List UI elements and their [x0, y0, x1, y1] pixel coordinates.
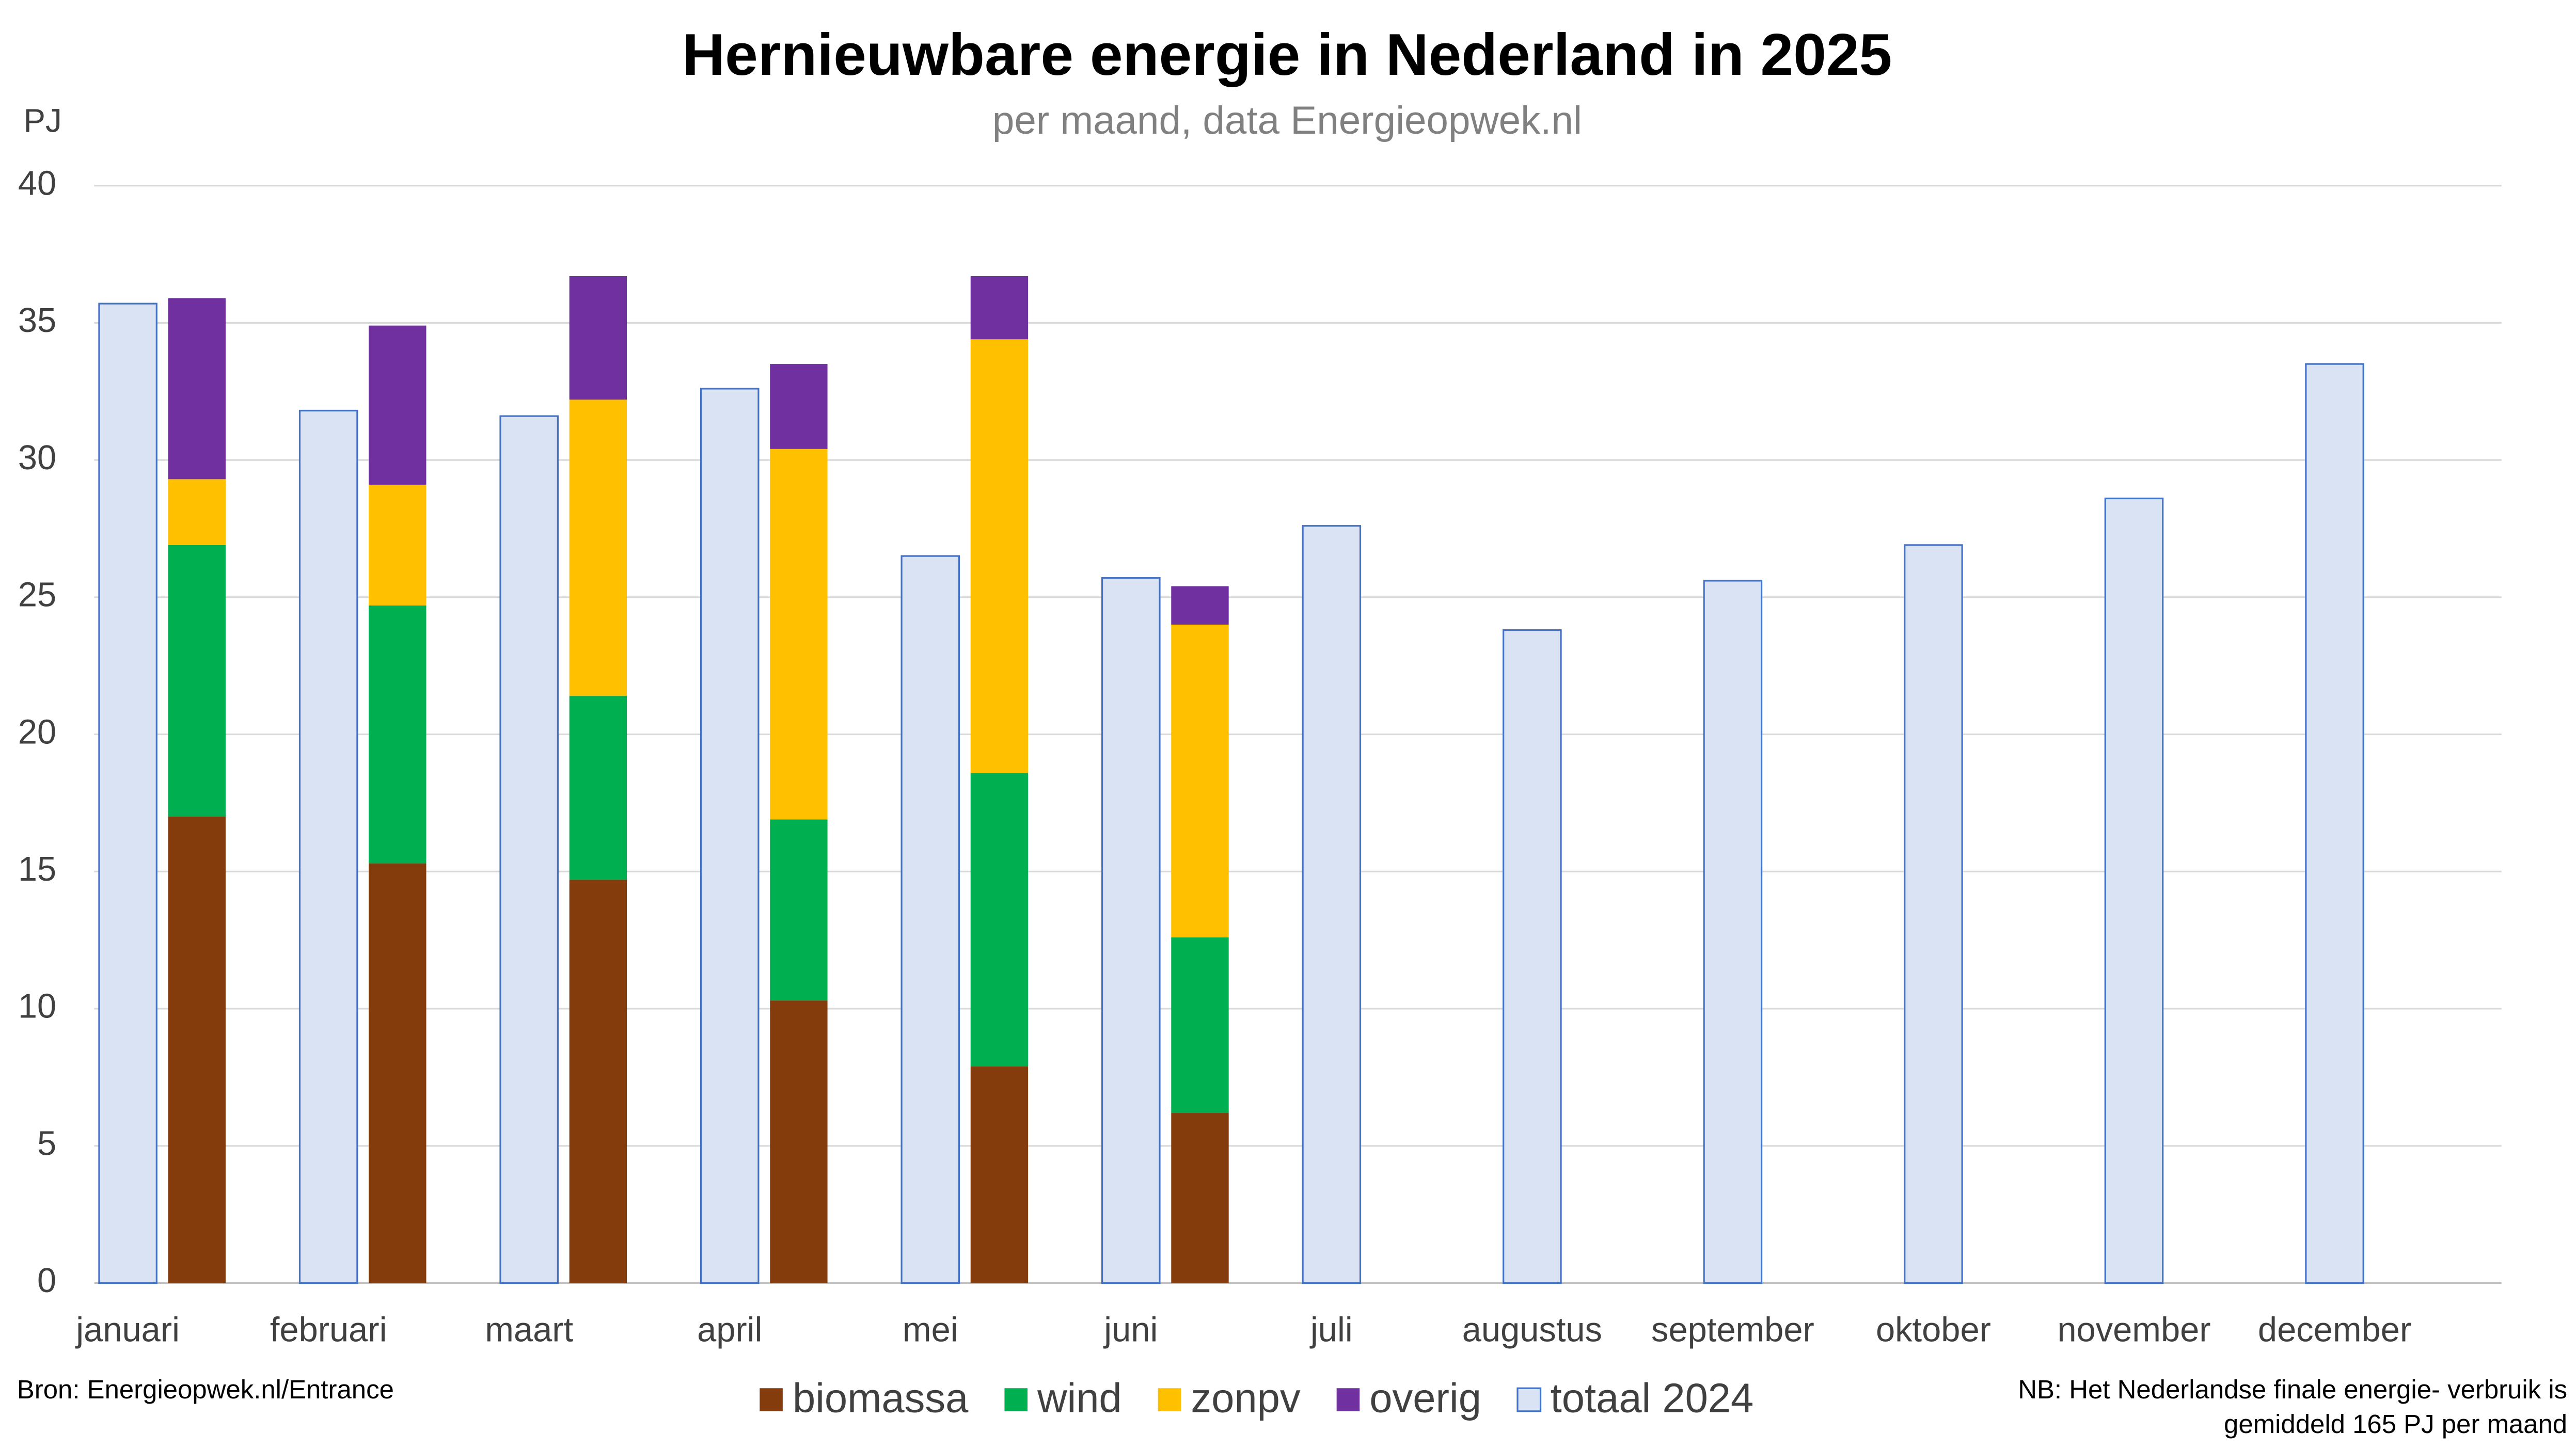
y-tick-label: 40 [18, 164, 56, 202]
legend-label: overig [1369, 1375, 1481, 1421]
y-tick-label: 35 [18, 301, 56, 340]
bar-segment [168, 298, 226, 480]
chart-title: Hernieuwbare energie in Nederland in 202… [682, 22, 1892, 88]
bar [1503, 629, 1562, 1284]
note: gemiddeld 165 PJ per maand [2224, 1409, 2567, 1439]
bar-segment [369, 325, 426, 485]
y-tick-label: 5 [37, 1124, 56, 1163]
x-tick-label: januari [75, 1311, 180, 1349]
bar-segment [770, 819, 828, 1001]
bar-segment [168, 545, 226, 817]
legend-label: totaal 2024 [1551, 1375, 1754, 1421]
x-tick-label: juni [1103, 1311, 1158, 1349]
legend-swatch [1516, 1387, 1542, 1412]
y-axis-label: PJ [24, 103, 62, 139]
legend-label: wind [1037, 1375, 1122, 1421]
bar-segment [1171, 1113, 1229, 1283]
bar [2305, 363, 2364, 1284]
y-tick-label: 30 [18, 439, 56, 477]
bar-segment [970, 773, 1029, 1066]
bar [499, 415, 559, 1284]
bar-segment [569, 880, 627, 1283]
y-tick-label: 20 [18, 713, 56, 751]
note: NB: Het Nederlandse finale energie- verb… [2018, 1375, 2567, 1404]
bar-segment [369, 863, 426, 1283]
bar-segment [1171, 625, 1229, 937]
x-tick-label: december [2258, 1311, 2411, 1349]
bar-segment [369, 484, 426, 606]
x-tick-label: februari [270, 1311, 387, 1349]
bar-segment [970, 276, 1029, 340]
x-tick-label: juli [1309, 1311, 1353, 1349]
x-tick-label: november [2057, 1311, 2210, 1349]
bar-segment [1171, 586, 1229, 625]
bar-segment [569, 696, 627, 880]
legend-swatch [1004, 1388, 1028, 1411]
bar [900, 555, 960, 1284]
bar [700, 388, 760, 1284]
x-tick-label: maart [485, 1311, 573, 1349]
bar [1101, 577, 1161, 1284]
bar-segment [569, 400, 627, 696]
y-tick-label: 0 [37, 1262, 56, 1300]
x-tick-label: april [697, 1311, 762, 1349]
bar-segment [1171, 937, 1229, 1113]
chart-subtitle: per maand, data Energieopwek.nl [992, 99, 1582, 142]
bar-segment [168, 479, 226, 545]
y-tick-label: 25 [18, 576, 56, 614]
legend-swatch [1158, 1388, 1181, 1411]
x-tick-label: augustus [1462, 1311, 1602, 1349]
y-tick-label: 15 [18, 850, 56, 888]
bar-segment [168, 817, 226, 1283]
bar [1703, 580, 1763, 1284]
legend-swatch [760, 1388, 783, 1411]
bar [98, 302, 157, 1284]
bar [1302, 525, 1362, 1284]
bar [1904, 544, 1963, 1284]
x-tick-label: september [1651, 1311, 1814, 1349]
legend-label: biomassa [793, 1375, 969, 1421]
y-tick-label: 10 [18, 988, 56, 1026]
bar-segment [770, 364, 828, 449]
legend-swatch [1336, 1388, 1360, 1411]
bar-segment [369, 605, 426, 864]
bar-segment [970, 339, 1029, 773]
bar [298, 409, 358, 1284]
x-tick-label: mei [903, 1311, 958, 1349]
bar [2104, 497, 2164, 1284]
bar-segment [970, 1066, 1029, 1283]
x-tick-label: oktober [1876, 1311, 1991, 1349]
bar-segment [770, 449, 828, 820]
bar-segment [569, 276, 627, 400]
source: Bron: Energieopwek.nl/Entrance [17, 1375, 394, 1404]
legend-label: zonpv [1191, 1375, 1300, 1421]
bar-segment [770, 1000, 828, 1283]
